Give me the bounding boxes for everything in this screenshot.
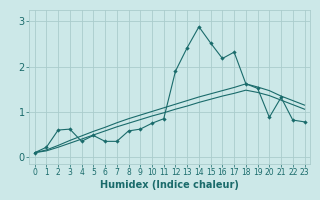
X-axis label: Humidex (Indice chaleur): Humidex (Indice chaleur) <box>100 180 239 190</box>
